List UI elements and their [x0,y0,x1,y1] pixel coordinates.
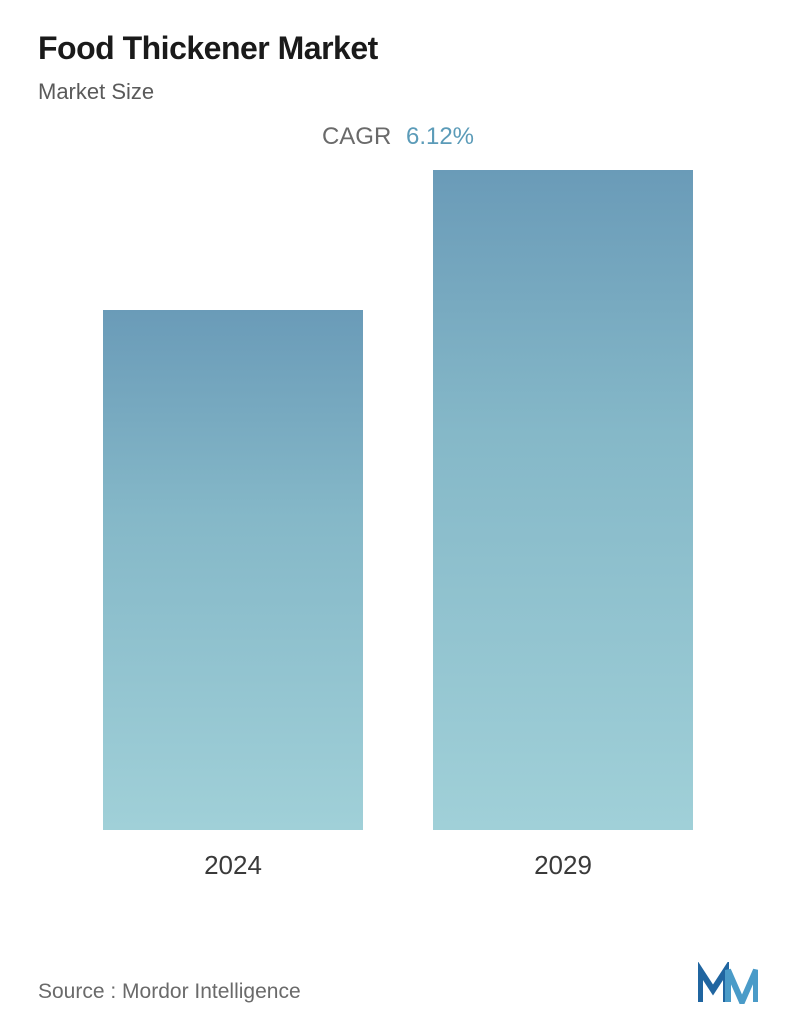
bar-2024 [103,310,363,830]
bar-group-2029: 2029 [433,170,693,881]
cagr-value: 6.12% [406,123,474,150]
cagr-row: CAGR 6.12% [38,123,758,151]
cagr-label: CAGR [322,123,391,150]
bar-2029 [433,170,693,830]
source-text: Source : Mordor Intelligence [38,980,301,1004]
footer: Source : Mordor Intelligence [38,962,758,1004]
bar-label-2024: 2024 [204,850,262,881]
page-subtitle: Market Size [38,79,758,105]
bar-group-2024: 2024 [103,310,363,881]
page-title: Food Thickener Market [38,30,758,67]
bar-chart: 2024 2029 [38,181,758,881]
mordor-logo-icon [698,962,758,1004]
bar-label-2029: 2029 [534,850,592,881]
